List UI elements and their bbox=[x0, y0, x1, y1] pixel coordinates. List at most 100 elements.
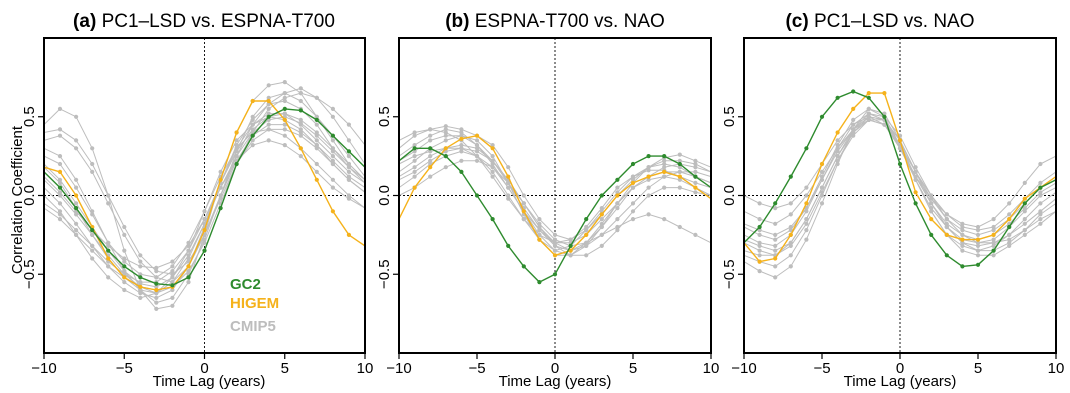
panel-a: (a) PC1–LSD vs. ESPNA-T700 −10 −5 0 5 10 −0.5… bbox=[21, 11, 373, 390]
panel-c-cmip5-series-1-point bbox=[1038, 201, 1043, 206]
panel-b-gc2-series-point bbox=[412, 146, 417, 151]
panel-b-cmip5-series-5-point bbox=[693, 190, 698, 195]
panel-b-cmip5-series-7-point bbox=[693, 232, 698, 237]
panel-c-higem-series-point bbox=[804, 201, 809, 206]
panel-c-higem-series-point bbox=[851, 106, 856, 111]
panel-c-cmip5-series-7-point bbox=[960, 221, 965, 226]
panel-b-cmip5-series-2-point bbox=[490, 154, 495, 159]
panel-a-cmip5-series-7-point bbox=[74, 146, 79, 151]
panel-c-cmip5-series-6-point bbox=[1038, 209, 1043, 214]
panel-a-cmip5-series-11-point bbox=[74, 232, 79, 237]
panel-a-gc2-series-point bbox=[250, 133, 255, 138]
panel-b-gc2-series-point bbox=[521, 264, 526, 269]
panel-c-cmip5-series-8-point bbox=[819, 185, 825, 190]
panel-c-cmip5-series-5-point bbox=[960, 224, 965, 230]
panel-a-cmip5-series-10-point bbox=[154, 265, 159, 270]
panel-c-cmip5-series-10-point bbox=[866, 114, 871, 119]
panel-a-cmip5-series-2-point bbox=[74, 221, 79, 226]
panel-b-cmip5-series-1-point bbox=[662, 158, 667, 163]
panel-a-y-tick-label: 0.5 bbox=[21, 106, 38, 127]
panel-a-cmip5-series-7-point bbox=[122, 232, 127, 237]
panel-a-cmip5-series-13-point bbox=[330, 154, 335, 159]
panel-a-cmip5-series-13-point bbox=[138, 287, 143, 293]
panel-b-cmip5-series-10-point bbox=[537, 228, 542, 233]
panel-c-gc2-series-point bbox=[1038, 185, 1043, 190]
panel-c-title: (c) PC1–LSD vs. NAO bbox=[785, 11, 974, 32]
panel-c-cmip5-series-7-point bbox=[757, 201, 762, 206]
panel-b-cmip5-series-5-point bbox=[428, 158, 433, 163]
panel-a-cmip5-series-4-point bbox=[314, 130, 319, 135]
panel-b-gc2-series-point bbox=[443, 154, 448, 159]
panel-a-cmip5-series-11-point bbox=[330, 106, 335, 111]
panel-a-cmip5-series-1-point bbox=[266, 83, 271, 88]
panel-c-cmip5-series-10-point bbox=[835, 158, 840, 163]
panel-b-y-tick-label: 0.5 bbox=[376, 106, 393, 127]
panel-b-cmip5-series-5-point bbox=[615, 228, 620, 233]
panel-b-cmip5-series-4-point bbox=[615, 201, 620, 206]
panel-b-gc2-series-point bbox=[552, 272, 558, 277]
panel-b-cmip5-series-9-point bbox=[662, 174, 667, 179]
panel-a-cmip5-series-12-point bbox=[266, 127, 271, 132]
panel-a-cmip5-series-6-point bbox=[298, 86, 303, 91]
panel-b-cmip5-series-5-point bbox=[584, 253, 589, 258]
panel-c-cmip5-series-7-point bbox=[1022, 180, 1027, 185]
panel-a-higem-series-point bbox=[314, 177, 319, 182]
panel-b-higem-series-point bbox=[568, 248, 573, 253]
panel-a-cmip5-series-10-point bbox=[138, 264, 143, 269]
panel-b-cmip5-series-7-point bbox=[459, 158, 464, 163]
panel-c-cmip5-series-4-point bbox=[975, 248, 981, 253]
panel-a-cmip5-series-9-point bbox=[170, 264, 175, 269]
panel-c-gc2-series-point bbox=[944, 253, 949, 258]
panel-b-cmip5-series-10-point bbox=[506, 180, 511, 185]
panel-a-cmip5-series-13-point bbox=[234, 146, 239, 151]
panel-a-cmip5-series-13-point bbox=[170, 280, 175, 285]
panel-b-cmip5-series-10-point bbox=[584, 240, 589, 245]
panel-c-cmip5-series-4-point bbox=[757, 253, 762, 258]
panel-b-cmip5-series-1-point bbox=[693, 161, 698, 167]
panel-b-cmip5-series-8-point bbox=[428, 127, 433, 132]
panel-a-higem-series-point bbox=[330, 209, 335, 214]
panel-a-cmip5-series-7-point bbox=[282, 122, 287, 127]
panel-b-cmip5-series-7-point bbox=[474, 158, 480, 163]
panel-c: (c) PC1–LSD vs. NAO −10 −5 0 5 10−0.50.00.5 … bbox=[721, 11, 1064, 390]
y-axis-label: Correlation Coefficient bbox=[9, 125, 26, 274]
panel-a-higem-series-point bbox=[154, 287, 159, 293]
panel-a-cmip5-series-10-point bbox=[170, 259, 175, 264]
panel-b-higem-series-point bbox=[443, 146, 448, 151]
panel-a-cmip5-series-3-point bbox=[57, 154, 63, 159]
panel-a-cmip5-series-12-point bbox=[170, 272, 175, 277]
panel-a-cmip5-series-8-point bbox=[106, 275, 111, 280]
panel-c-cmip5-series-8-point bbox=[1007, 237, 1012, 242]
panel-a-cmip5-series-10-point bbox=[282, 143, 287, 148]
panel-a-cmip5-series-8-point bbox=[90, 256, 95, 261]
panel-b-gc2-series-point bbox=[506, 243, 511, 248]
panel-c-cmip5-series-6-point bbox=[1022, 221, 1027, 226]
panel-b-cmip5-series-8-point bbox=[490, 174, 495, 179]
panel-c-cmip5-series-5-point bbox=[991, 224, 996, 230]
panel-a-cmip5-series-10-point bbox=[346, 196, 351, 201]
panel-c-x-tick-label: 5 bbox=[974, 360, 982, 377]
panel-c-cmip5-series-8-point bbox=[804, 217, 809, 222]
panel-a-cmip5-series-13-point bbox=[186, 256, 191, 261]
panel-a-cmip5-series-1-point bbox=[57, 106, 63, 111]
panel-b-cmip5-series-9-point bbox=[459, 143, 464, 148]
panel-a-cmip5-series-9-point bbox=[90, 212, 95, 217]
panel-a-gc2-series-point bbox=[74, 206, 79, 211]
panel-c-gc2-series-point bbox=[882, 114, 887, 119]
panel-a-higem-series-point bbox=[298, 146, 303, 151]
panel-a-cmip5-series-5-point bbox=[74, 201, 79, 206]
panel-c-higem-series-point bbox=[835, 130, 840, 135]
panel-a-cmip5-series-7-point bbox=[57, 133, 63, 138]
panel-a-cmip5-series-11-point bbox=[346, 122, 351, 127]
panel-a-higem-series-point bbox=[186, 264, 191, 269]
panel-a-gc2-series-point bbox=[186, 275, 191, 280]
panel-a-gc2-series-point bbox=[57, 185, 63, 190]
panel-b-gc2-series-point bbox=[599, 193, 604, 198]
panel-c-cmip5-series-7-point bbox=[773, 206, 778, 211]
panel-c-gc2-series-point bbox=[819, 114, 825, 119]
panel-b-gc2-series-point bbox=[693, 174, 698, 179]
panel-c-y-tick-label: 0.0 bbox=[721, 185, 738, 206]
panel-c-gc2-series-point bbox=[1022, 201, 1027, 206]
panel-c-cmip5-series-8-point bbox=[866, 111, 871, 116]
panel-b-title: (b) ESPNA-T700 vs. NAO bbox=[445, 11, 665, 32]
